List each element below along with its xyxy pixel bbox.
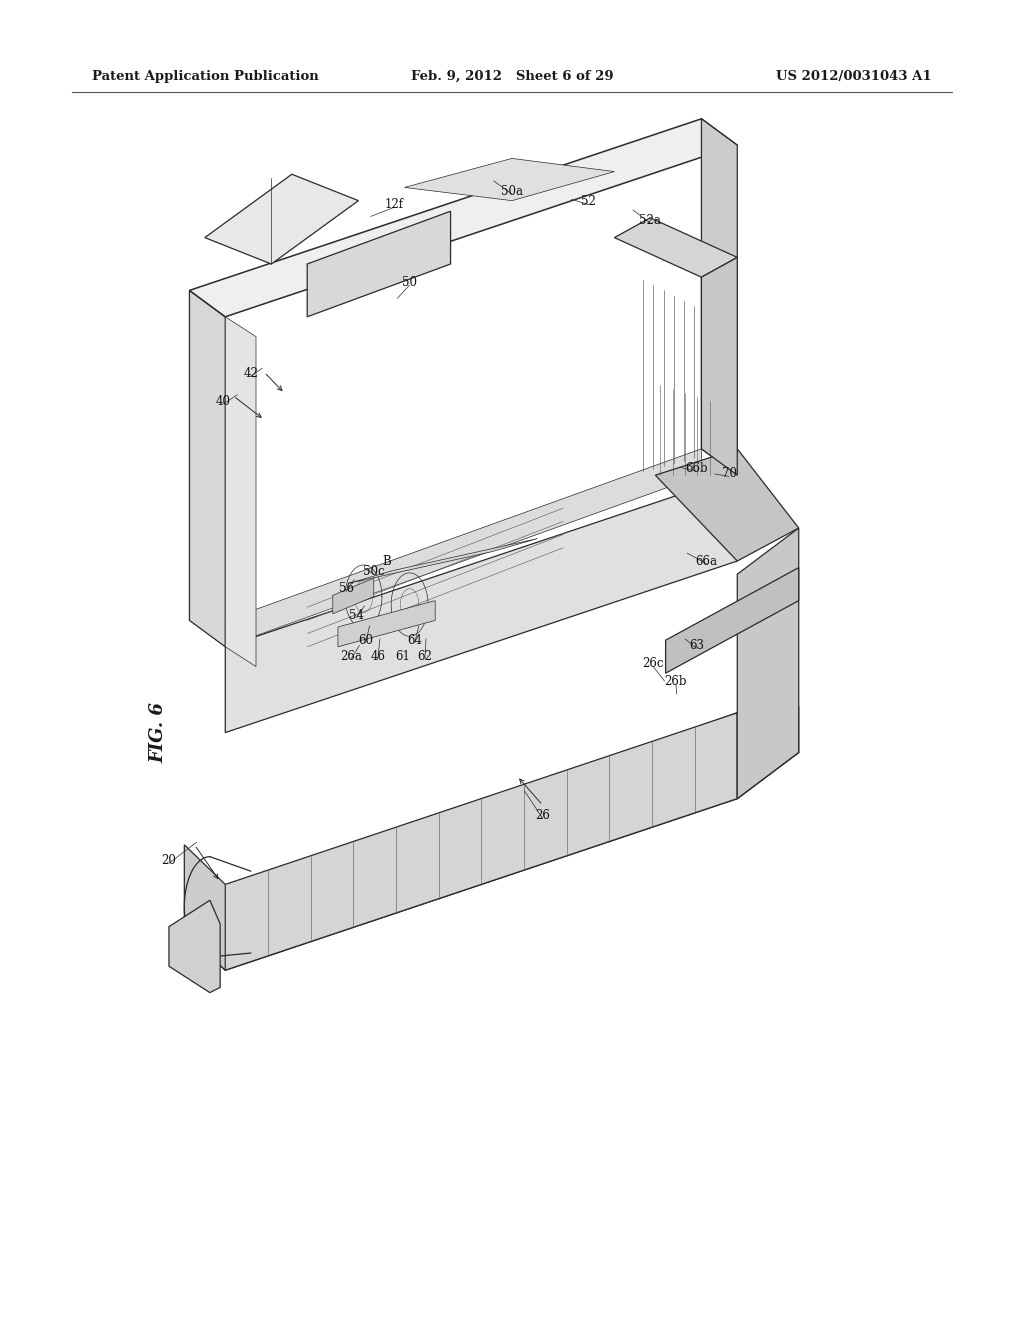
Text: 62: 62 (418, 649, 432, 663)
Text: 20: 20 (162, 854, 176, 867)
Polygon shape (184, 713, 799, 970)
Polygon shape (225, 475, 737, 733)
Text: 66b: 66b (685, 462, 708, 475)
Text: 42: 42 (244, 367, 258, 380)
Polygon shape (307, 211, 451, 317)
Text: 63: 63 (689, 639, 703, 652)
Text: Patent Application Publication: Patent Application Publication (92, 70, 318, 83)
Polygon shape (701, 257, 737, 475)
Text: 61: 61 (395, 649, 410, 663)
Polygon shape (338, 601, 435, 647)
Text: 50: 50 (402, 276, 417, 289)
Text: 60: 60 (358, 634, 373, 647)
Polygon shape (614, 218, 737, 277)
Text: 46: 46 (371, 649, 385, 663)
Polygon shape (737, 706, 799, 799)
Text: B: B (383, 554, 391, 568)
Polygon shape (189, 290, 225, 647)
Polygon shape (701, 119, 737, 475)
Polygon shape (225, 317, 256, 667)
Polygon shape (666, 568, 799, 673)
Text: 26c: 26c (643, 657, 664, 671)
Text: 26b: 26b (665, 675, 687, 688)
Text: 70: 70 (722, 467, 736, 480)
Text: 12f: 12f (385, 198, 403, 211)
Text: 50c: 50c (362, 565, 385, 578)
Polygon shape (225, 713, 737, 970)
Text: 66a: 66a (695, 554, 718, 568)
Text: 52: 52 (582, 195, 596, 209)
Polygon shape (348, 539, 538, 583)
Text: 40: 40 (216, 395, 230, 408)
Polygon shape (189, 119, 737, 317)
Text: 56: 56 (339, 582, 353, 595)
Text: 52a: 52a (639, 214, 662, 227)
Polygon shape (184, 845, 225, 970)
Polygon shape (205, 174, 358, 264)
Text: 26: 26 (536, 809, 550, 822)
Text: 26a: 26a (340, 649, 362, 663)
Polygon shape (225, 449, 701, 647)
Polygon shape (333, 578, 374, 614)
Polygon shape (737, 528, 799, 799)
Polygon shape (169, 900, 220, 993)
Text: 64: 64 (408, 634, 422, 647)
Text: 50a: 50a (501, 185, 523, 198)
Text: FIG. 6: FIG. 6 (150, 702, 168, 763)
Polygon shape (655, 449, 799, 561)
Polygon shape (404, 158, 614, 201)
Text: 54: 54 (349, 609, 364, 622)
Text: Feb. 9, 2012   Sheet 6 of 29: Feb. 9, 2012 Sheet 6 of 29 (411, 70, 613, 83)
Text: US 2012/0031043 A1: US 2012/0031043 A1 (776, 70, 932, 83)
